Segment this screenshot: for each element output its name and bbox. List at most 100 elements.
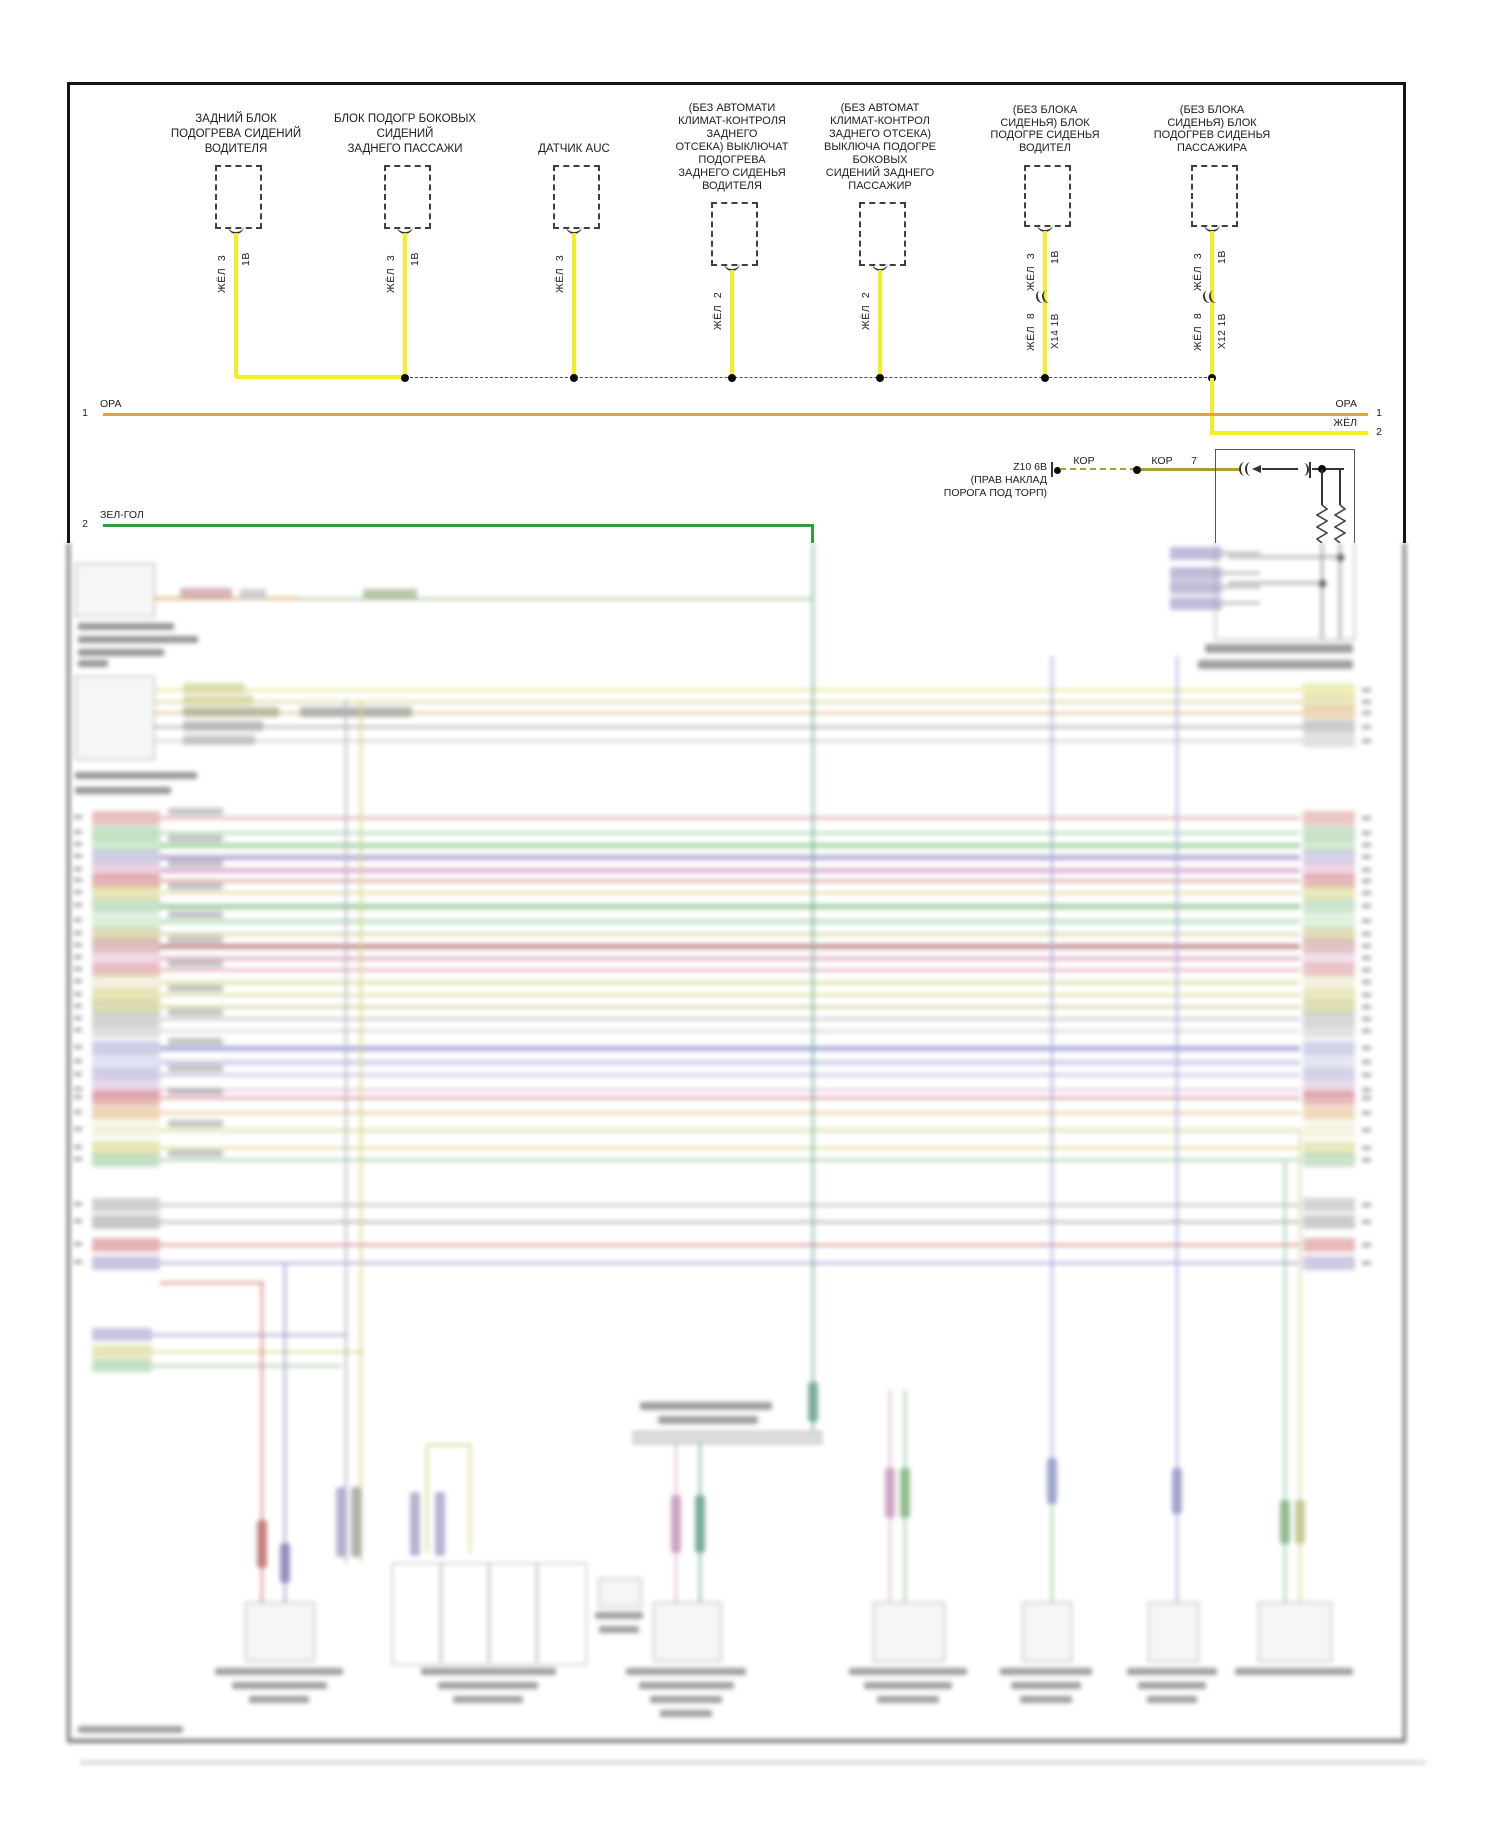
- zel-gol-bus-line: [103, 524, 813, 527]
- wire-label-left: ЖЁЛ 3: [385, 254, 397, 293]
- pin-chip-right: [1303, 1012, 1355, 1026]
- connector-label-smudge: [249, 1696, 309, 1703]
- switch-arc-icon: [1298, 463, 1309, 476]
- pin-number-tick: [74, 955, 82, 959]
- pin-number-tick: [1362, 1060, 1371, 1064]
- wire-vertical: [1299, 1130, 1302, 1602]
- pin-number-tick: [1362, 993, 1371, 997]
- component-label-auc-sensor: ДАТЧИК AUC: [538, 143, 610, 155]
- pin-chip-left: [92, 1153, 160, 1167]
- component-box-auc-sensor: [553, 165, 600, 229]
- junction-dot: [1133, 466, 1141, 474]
- pin-chip-right: [1303, 899, 1355, 913]
- tap-label-left: ЖЁЛ 8: [1192, 312, 1204, 351]
- label-smudge: [240, 589, 266, 600]
- inline-connector-blob: [351, 1487, 361, 1557]
- label-smudge: [183, 721, 263, 731]
- pin-number-tick: [74, 1072, 82, 1076]
- tap-label-right: X12 1В: [1217, 313, 1228, 349]
- yellow-wire: [403, 233, 407, 378]
- wire-name-smudge: [168, 1120, 223, 1127]
- wire-row: [160, 1045, 1300, 1051]
- wire-name-smudge: [168, 985, 223, 992]
- connector-label-smudge: [638, 1682, 734, 1689]
- junction-dot: [1318, 579, 1326, 587]
- pin-number-tick: [74, 842, 82, 846]
- yellow-wire: [730, 270, 734, 378]
- wire-name-smudge: [168, 835, 223, 842]
- pin-chip-right: [1303, 1041, 1355, 1055]
- resistor-feed-line: [1312, 468, 1344, 470]
- relay-inner-line: [1339, 543, 1341, 639]
- kor-pin-7: 7: [1191, 455, 1197, 467]
- wire-row: [160, 955, 1300, 961]
- inline-connector-blob: [900, 1468, 910, 1518]
- multi-pin-connector-bar: [633, 1431, 822, 1444]
- text-smudge: [78, 649, 164, 656]
- pin-chip-left: [92, 939, 160, 953]
- wire-label-left: ЖЁЛ 3: [1192, 252, 1204, 291]
- pin-chip-right: [1303, 695, 1355, 708]
- wire-row: [160, 1221, 1300, 1224]
- resistor-zigzag-icon: [1315, 504, 1329, 543]
- component-label-driver-seat-heater-block: (БЕЗ БЛОКА СИДЕНЬЯ) БЛОК ПОДОГРЕ СИДЕНЬЯ…: [990, 104, 1100, 154]
- pin-chip-right: [1303, 988, 1355, 1002]
- yellow-wire: [1043, 231, 1047, 378]
- wire-vertical: [1051, 656, 1054, 1500]
- pin-number-tick: [1362, 1088, 1371, 1092]
- wire-row: [160, 842, 1300, 848]
- connector-box: [245, 1602, 315, 1662]
- wire-row: [160, 867, 1300, 873]
- wire-row: [152, 1365, 342, 1368]
- pin-number-tick: [1362, 1029, 1371, 1033]
- pin-number-tick: [1362, 879, 1371, 883]
- wire-row: [160, 1030, 1300, 1033]
- wire-row: [160, 943, 1300, 949]
- junction-dashed-line: [405, 377, 1212, 378]
- connector-label-smudge: [1011, 1682, 1081, 1689]
- pin-chip-right: [1303, 863, 1355, 877]
- zel-gol-drop: [811, 524, 814, 543]
- wire-row: [160, 1112, 1300, 1115]
- pin-number-tick: [1362, 831, 1371, 835]
- yellow-bus-2: [1210, 431, 1368, 435]
- wire-row: [160, 979, 1300, 985]
- yellow-wire: [572, 233, 576, 378]
- component-box-rear-seat-heater-block-driver: [215, 165, 262, 229]
- yellow-bus-segment: [236, 375, 407, 379]
- connector-label-smudge: [864, 1682, 952, 1689]
- relay-inner-line: [1321, 543, 1323, 639]
- switch-arrow-line: [1262, 468, 1298, 470]
- pin-chip-right: [1303, 963, 1355, 977]
- pin-number-tick: [74, 1059, 82, 1063]
- wire-label-left: ЖЁЛ 3: [554, 254, 566, 293]
- wire-label-left: ЖЁЛ 3: [216, 254, 228, 293]
- pin-number-tick: [1362, 1096, 1371, 1100]
- tap-label-left: ЖЁЛ 8: [1025, 312, 1037, 351]
- wire-row: [160, 1282, 264, 1285]
- wire-vertical: [426, 1445, 429, 1553]
- connector-box: [873, 1602, 945, 1662]
- pin-chip-left: [92, 811, 160, 825]
- text-smudge: [78, 623, 174, 630]
- connector-label-smudge: [231, 1682, 327, 1689]
- bus-number-1-left: 1: [82, 407, 88, 419]
- pin-chip-left: [92, 988, 160, 1002]
- pin-number-tick: [74, 1127, 82, 1131]
- wire-name-smudge: [168, 883, 223, 890]
- yellow-wire: [1210, 231, 1214, 378]
- connector-box: [652, 1602, 722, 1662]
- pin-number-tick: [1362, 956, 1371, 960]
- wire-row: [160, 832, 1300, 835]
- component-label-rear-side-seat-heater-block: БЛОК ПОДОГР БОКОВЫХ СИДЕНИЙ ЗАДНЕГО ПАСС…: [333, 113, 477, 155]
- resistor-stub-2: [1339, 470, 1341, 505]
- text-smudge: [658, 1416, 758, 1424]
- wire-label-left: ЖЁЛ 2: [860, 291, 872, 330]
- wire-row: [153, 712, 1303, 715]
- pin-number-tick: [1362, 1073, 1371, 1077]
- wire-row: [160, 994, 1300, 997]
- inline-connector-blob: [671, 1495, 681, 1553]
- wire-label-left: ЖЁЛ 2: [712, 291, 724, 330]
- pin-number-tick: [1362, 711, 1371, 715]
- pin-number-tick: [1362, 980, 1371, 984]
